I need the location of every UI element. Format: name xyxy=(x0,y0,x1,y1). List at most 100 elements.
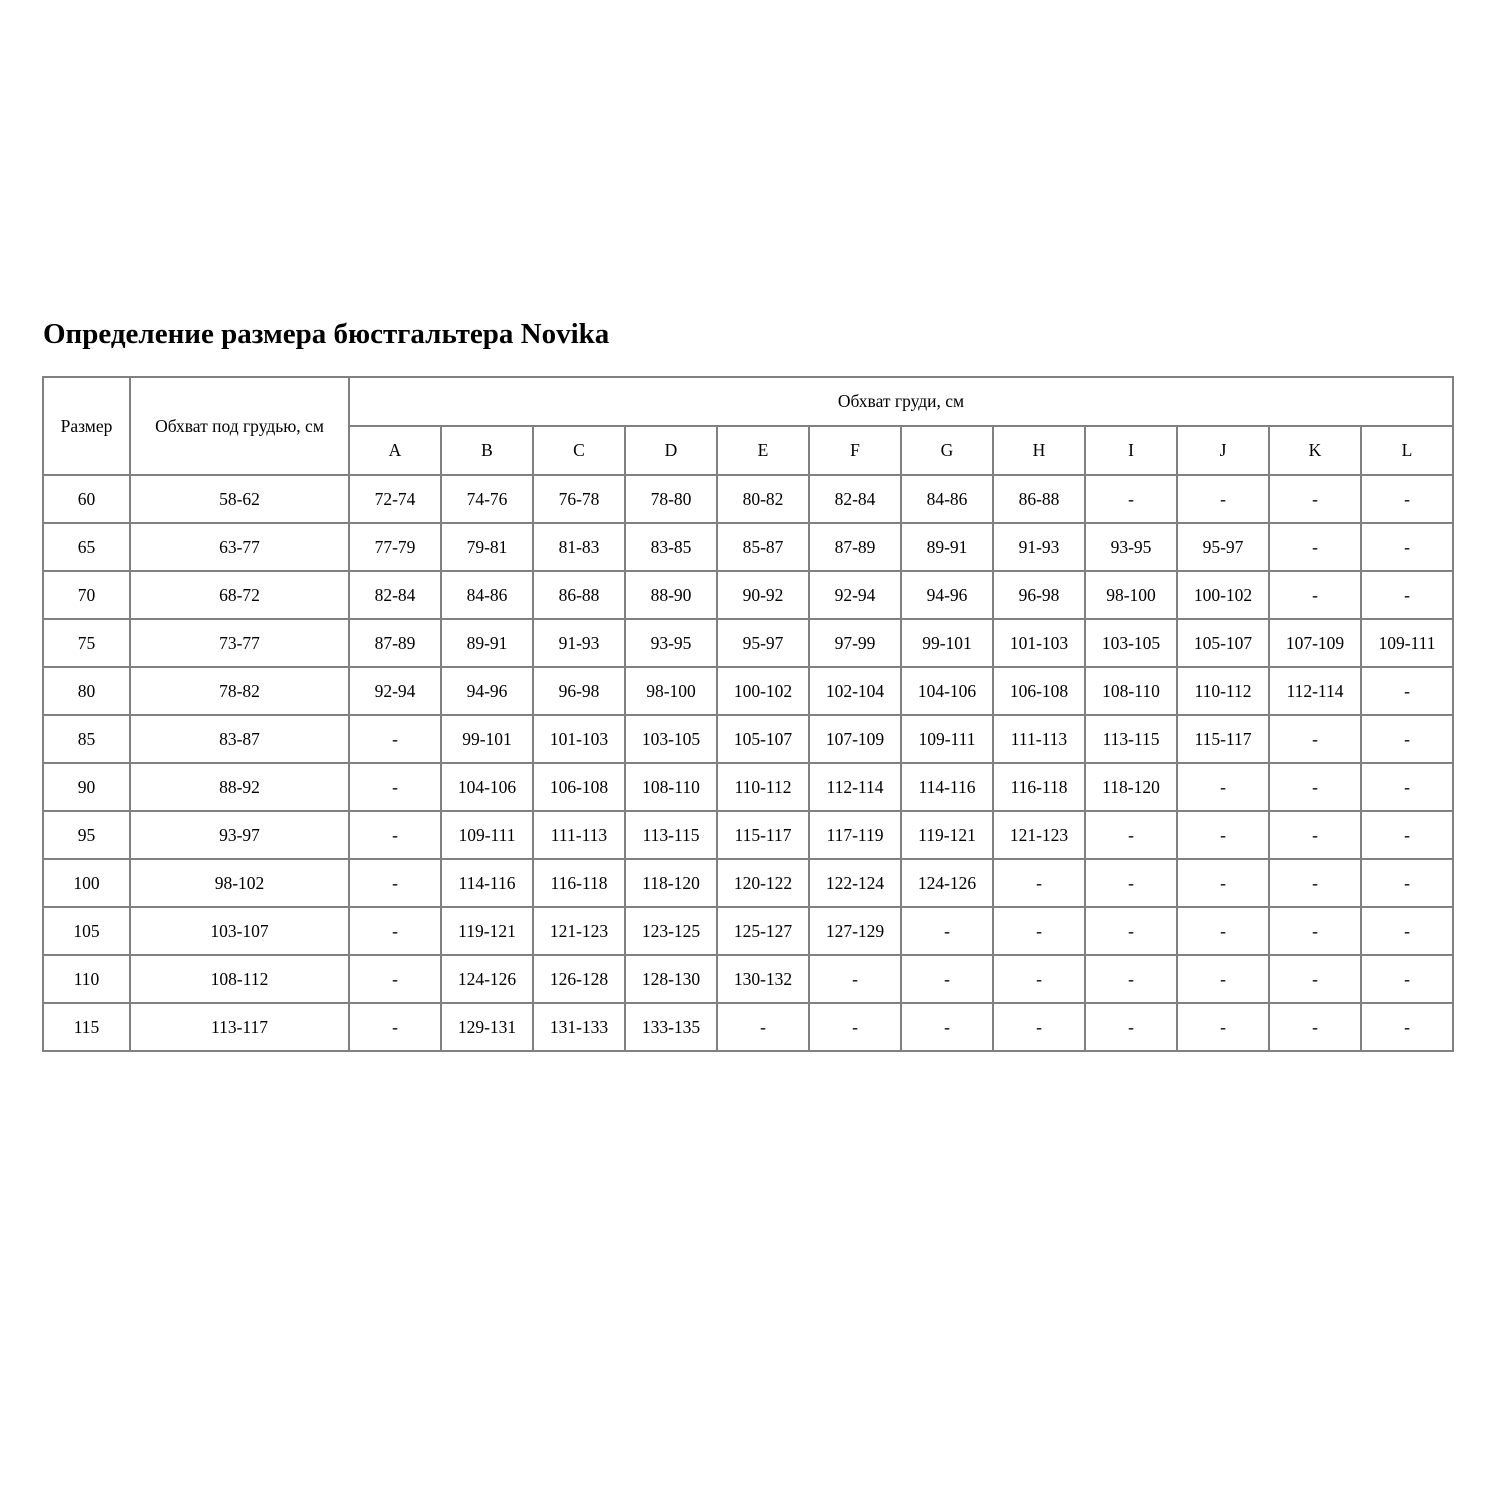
table-row: 100 98-102-114-116 116-118 118-120 120-122 12… xyxy=(42,858,1455,908)
cup-cell: 120-122 xyxy=(716,858,810,908)
cup-cell: 82-84 xyxy=(808,474,902,524)
table-row: 65 63-77 77-79 79-81 81-83 83-85 85-87 87-89 89-… xyxy=(42,522,1455,572)
cup-header-I: I xyxy=(1084,425,1178,476)
page-title: Определение размера бюстгальтера Novika xyxy=(43,318,610,350)
cup-cell: 90-92 xyxy=(716,570,810,620)
cup-cell: 85-87 xyxy=(716,522,810,572)
cup-cell: 92-94 xyxy=(808,570,902,620)
cup-cell: - xyxy=(1176,858,1270,908)
cup-cell: 84-86 xyxy=(440,570,534,620)
cup-cell: 123-125 xyxy=(624,906,718,956)
cup-cell: - xyxy=(1176,1002,1270,1052)
cup-cell: - xyxy=(1268,1002,1362,1052)
underbust-cell: 88-92 xyxy=(129,762,350,812)
size-cell: 100 xyxy=(42,858,131,908)
cup-cell: - xyxy=(1359,762,1455,812)
size-cell: 65 xyxy=(42,522,131,572)
cup-cell: 101-103 xyxy=(532,714,626,764)
cup-cell: 115-117 xyxy=(716,810,810,860)
cup-cell: 113-115 xyxy=(624,810,718,860)
cup-header-H: H xyxy=(992,425,1086,476)
cup-cell: 99-101 xyxy=(440,714,534,764)
cup-header-F: F xyxy=(808,425,902,476)
cup-cell: 129-131 xyxy=(440,1002,534,1052)
cup-cell: 74-76 xyxy=(440,474,534,524)
cup-cell: 97-99 xyxy=(808,618,902,668)
underbust-cell: 98-102 xyxy=(129,858,350,908)
cup-cell: - xyxy=(1268,714,1362,764)
cup-cell: - xyxy=(1359,522,1455,572)
cup-cell: 91-93 xyxy=(992,522,1086,572)
cup-cell: - xyxy=(992,858,1086,908)
cup-cell: 113-115 xyxy=(1084,714,1178,764)
cup-cell: - xyxy=(900,954,994,1004)
cup-cell: - xyxy=(900,906,994,956)
cup-cell: 110-112 xyxy=(1176,666,1270,716)
cup-cell: - xyxy=(348,858,442,908)
size-cell: 75 xyxy=(42,618,131,668)
cup-cell: - xyxy=(348,954,442,1004)
cup-cell: 119-121 xyxy=(900,810,994,860)
cup-cell: 105-107 xyxy=(1176,618,1270,668)
cup-cell: - xyxy=(1359,954,1455,1004)
cup-cell: - xyxy=(1268,570,1362,620)
cup-cell: - xyxy=(1084,474,1178,524)
size-cell: 95 xyxy=(42,810,131,860)
cup-cell: 107-109 xyxy=(808,714,902,764)
underbust-cell: 103-107 xyxy=(129,906,350,956)
size-column-header: Размер xyxy=(42,376,131,476)
cup-cell: 95-97 xyxy=(1176,522,1270,572)
cup-header-E: E xyxy=(716,425,810,476)
cup-cell: - xyxy=(1084,954,1178,1004)
cup-cell: 109-111 xyxy=(440,810,534,860)
cup-cell: 72-74 xyxy=(348,474,442,524)
cup-header-G: G xyxy=(900,425,994,476)
cup-cell: - xyxy=(1176,474,1270,524)
size-cell: 60 xyxy=(42,474,131,524)
cup-cell: 116-118 xyxy=(532,858,626,908)
underbust-cell: 83-87 xyxy=(129,714,350,764)
cup-cell: 128-130 xyxy=(624,954,718,1004)
cup-cell: 131-133 xyxy=(532,1002,626,1052)
cup-cell: 112-114 xyxy=(808,762,902,812)
cup-cell: - xyxy=(1084,810,1178,860)
cup-cell: 89-91 xyxy=(440,618,534,668)
underbust-cell: 68-72 xyxy=(129,570,350,620)
cup-cell: 78-80 xyxy=(624,474,718,524)
cup-cell: 122-124 xyxy=(808,858,902,908)
table-row: 60 58-62 72-74 74-76 76-78 78-80 80-82 82-84 84-… xyxy=(42,474,1455,524)
cup-cell: - xyxy=(1359,474,1455,524)
table-row: 80 78-82 92-94 94-96 96-98 98-100 100-102 102-1… xyxy=(42,666,1455,716)
underbust-cell: 78-82 xyxy=(129,666,350,716)
cup-cell: 86-88 xyxy=(992,474,1086,524)
bust-group-header: Обхват груди, см xyxy=(347,376,1455,427)
table-row: 115 113-117-129-131 131-133 133-135- - - - - - - - xyxy=(42,1002,1455,1052)
cup-cell: - xyxy=(1268,474,1362,524)
cup-cell: 99-101 xyxy=(900,618,994,668)
cup-cell: 108-110 xyxy=(624,762,718,812)
cup-header-C: C xyxy=(532,425,626,476)
cup-cell: - xyxy=(1268,906,1362,956)
cup-cell: - xyxy=(1359,570,1455,620)
cup-cell: 116-118 xyxy=(992,762,1086,812)
cup-cell: - xyxy=(348,714,442,764)
cup-cell: 98-100 xyxy=(1084,570,1178,620)
cup-cell: - xyxy=(348,810,442,860)
underbust-cell: 108-112 xyxy=(129,954,350,1004)
cup-cell: 87-89 xyxy=(348,618,442,668)
cup-cell: - xyxy=(808,1002,902,1052)
cup-cell: 121-123 xyxy=(992,810,1086,860)
cup-cell: 121-123 xyxy=(532,906,626,956)
table-row: 105 103-107-119-121 121-123 123-125 125-127 1… xyxy=(42,906,1455,956)
cup-cell: 94-96 xyxy=(440,666,534,716)
cup-cell: - xyxy=(716,1002,810,1052)
cup-cell: 118-120 xyxy=(624,858,718,908)
cup-cell: - xyxy=(1359,810,1455,860)
cup-cell: - xyxy=(1268,810,1362,860)
cup-cell: 105-107 xyxy=(716,714,810,764)
cup-cell: - xyxy=(1084,1002,1178,1052)
cup-cell: 107-109 xyxy=(1268,618,1362,668)
cup-cell: 104-106 xyxy=(440,762,534,812)
cup-cell: 84-86 xyxy=(900,474,994,524)
